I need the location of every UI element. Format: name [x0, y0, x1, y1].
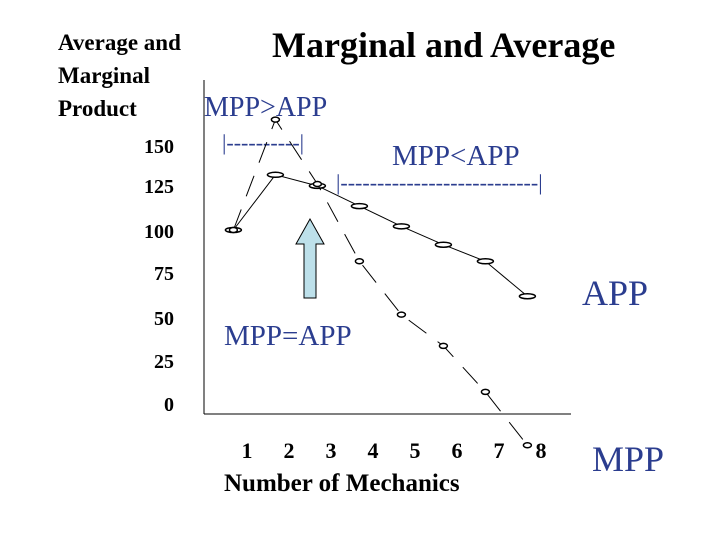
y-tick-label: 75	[154, 263, 174, 285]
y-tick-label: 50	[154, 308, 174, 330]
y-tick-label: 100	[144, 221, 174, 243]
data-point-mpp-2	[270, 116, 281, 123]
mpp-equals-app-label: MPP=APP	[224, 320, 352, 352]
data-point-app-8	[518, 292, 537, 300]
x-axis-title: Number of Mechanics	[224, 470, 460, 497]
data-point-app-4	[350, 202, 369, 210]
chart-title: Marginal and Average	[272, 25, 616, 65]
x-tick-label: 3	[325, 438, 337, 463]
mpp-less-than-app-label: MPP<APP	[392, 140, 520, 172]
y-tick-label: 150	[144, 136, 174, 158]
data-point-app-6	[434, 241, 453, 248]
series-line-mpp	[232, 118, 528, 446]
y-axis-title-line-3: Product	[58, 96, 137, 121]
x-tick-label: 2	[283, 438, 295, 463]
mpp-less-than-app-range: |---------------------------|	[336, 170, 543, 195]
mpp-greater-than-app-label: MPP>APP	[204, 92, 328, 123]
data-point-app-5	[392, 223, 411, 230]
data-point-app-2	[266, 171, 285, 179]
data-point-app-7	[476, 258, 495, 265]
data-point-mpp-4	[354, 258, 365, 265]
y-axis-title: Average and Marginal Product	[58, 26, 181, 125]
y-axis-title-line-1: Average and	[58, 30, 181, 55]
data-point-mpp-1	[228, 226, 239, 234]
x-tick-label: 5	[409, 438, 421, 463]
data-point-mpp-5	[396, 311, 407, 318]
data-point-mpp-8	[522, 442, 533, 449]
y-tick-label: 0	[164, 394, 174, 416]
y-tick-label: 25	[154, 351, 174, 373]
x-tick-label: 4	[367, 438, 379, 463]
x-tick-label: 1	[241, 438, 253, 463]
data-point-mpp-6	[438, 342, 449, 350]
y-axis-title-line-2: Marginal	[58, 63, 150, 88]
intersection-arrow	[295, 217, 325, 299]
x-tick-label: 8	[535, 438, 547, 463]
x-tick-label: 7	[493, 438, 505, 463]
data-point-mpp-3	[312, 180, 323, 188]
series-line-app	[233, 174, 528, 297]
y-tick-label: 125	[144, 176, 174, 198]
app-series-label: APP	[582, 273, 649, 313]
x-tick-label: 6	[451, 438, 463, 463]
mpp-series-label: MPP	[592, 439, 665, 479]
data-point-mpp-7	[480, 388, 491, 396]
